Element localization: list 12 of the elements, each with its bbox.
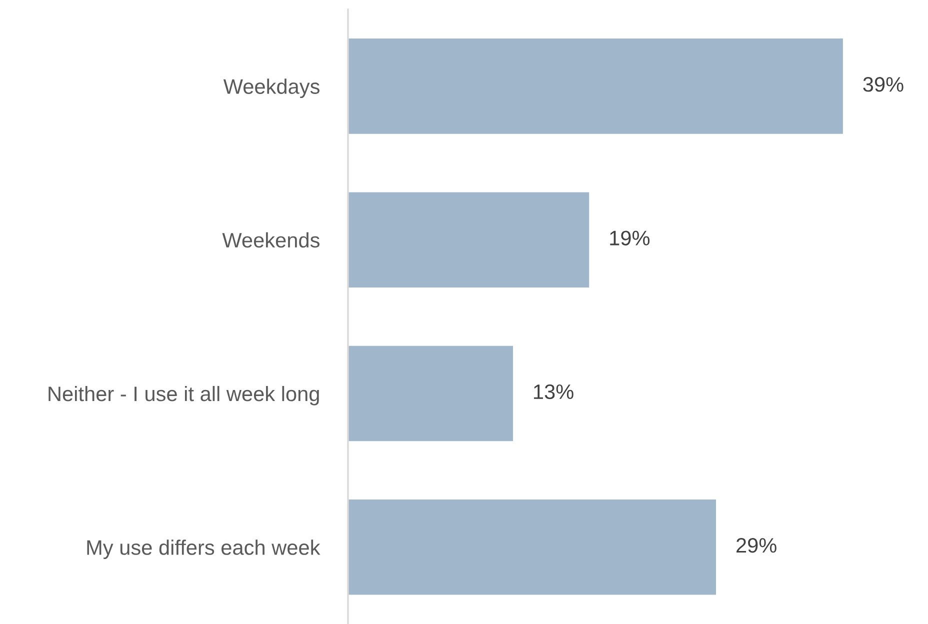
y-tick-label: Weekdays: [223, 78, 320, 98]
bar: [348, 346, 513, 442]
y-tick-label: My use differs each week: [87, 540, 320, 560]
y-tick-label: Weekends: [222, 232, 320, 248]
data-label: 39%: [863, 77, 904, 92]
y-tick-label: Neither - I use it all week long: [48, 386, 319, 406]
bar: [348, 500, 716, 595]
data-label: 19%: [610, 230, 650, 246]
data-label: 13%: [534, 384, 574, 400]
bar: [348, 192, 590, 288]
data-label: 29%: [736, 538, 776, 553]
bar: [348, 38, 843, 134]
